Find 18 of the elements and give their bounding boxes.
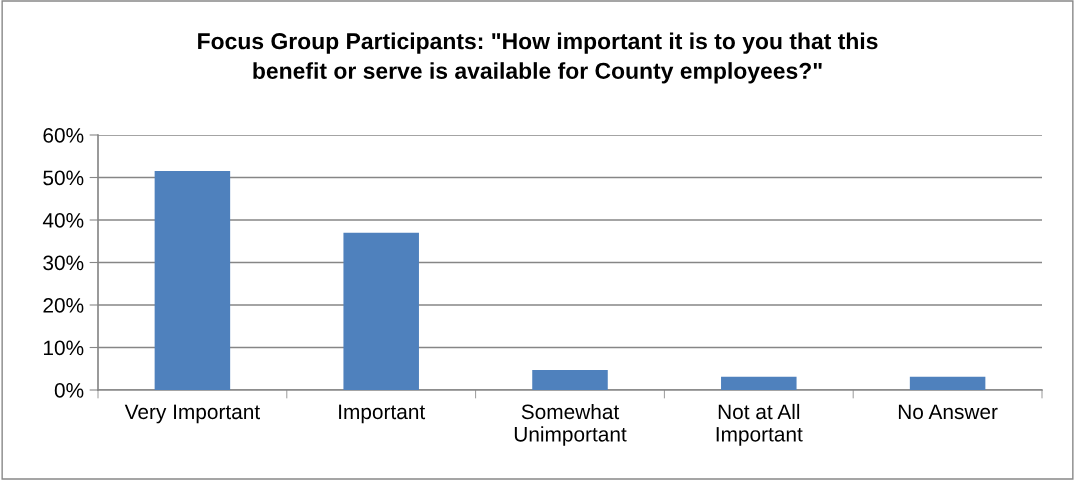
y-tick-label: 0% <box>54 383 84 398</box>
x-tick-label: Not at All Important <box>716 403 803 446</box>
y-tick-label: 30% <box>43 255 84 271</box>
bar <box>909 376 986 390</box>
y-tick-label: 50% <box>43 170 84 186</box>
bar <box>532 370 608 390</box>
x-tick-label: Important <box>339 404 426 424</box>
y-tick-label: 10% <box>44 340 84 356</box>
y-tick-label: 20% <box>43 298 84 313</box>
y-tick-label: 60% <box>43 128 84 143</box>
y-tick-label: 40% <box>42 213 84 228</box>
x-tick-label: Very Important <box>124 404 260 424</box>
chart-title: Focus Group Participants: "How important it is to you that this benefit or serve is available for County employees?" <box>198 32 878 84</box>
x-tick-label: No Answer <box>898 404 998 420</box>
bar <box>721 376 797 390</box>
bar <box>154 171 231 390</box>
bar <box>343 232 419 390</box>
x-tick-label: Somewhat Unimportant <box>514 403 627 446</box>
